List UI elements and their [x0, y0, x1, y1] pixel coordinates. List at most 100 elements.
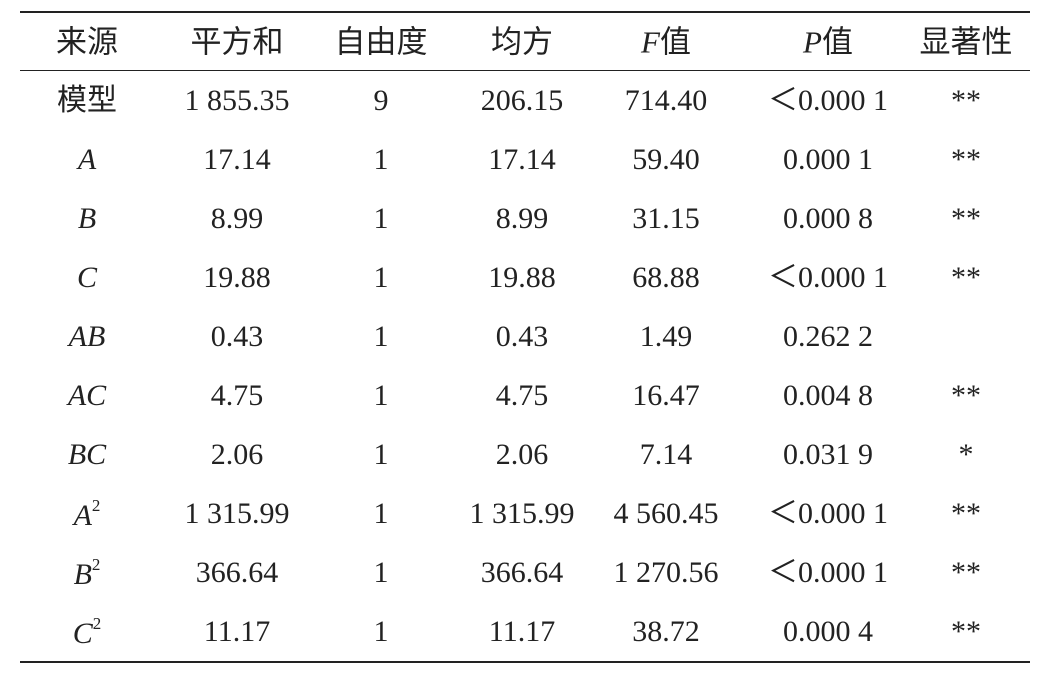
value-cell: 0.000 1 — [783, 142, 873, 176]
value-cell: 4 560.45 — [613, 496, 719, 530]
value-cell: 714.40 — [624, 83, 708, 117]
value-cell: 1 855.35 — [184, 83, 290, 117]
value-cell: 68.88 — [632, 260, 700, 294]
value-cell: 11.17 — [203, 614, 271, 648]
value-cell: 1 315.99 — [469, 496, 575, 530]
top-rule — [20, 11, 1030, 13]
header-text: 均方 — [491, 24, 553, 60]
value-cell: 8.99 — [495, 201, 549, 235]
significance-cell: ** — [951, 614, 981, 648]
value-cell: 1.49 — [639, 319, 693, 353]
header-text: 值 — [659, 24, 691, 60]
value-cell: 1 — [373, 437, 389, 471]
source-text: AB — [68, 319, 106, 353]
value-cell: ＜0.000 1 — [768, 83, 888, 117]
value-cell: 0.000 4 — [783, 614, 873, 648]
header-text: 自由度 — [334, 24, 428, 60]
value-cell: 0.43 — [210, 319, 264, 353]
source-power: 2 — [92, 613, 102, 633]
significance-cell: ** — [951, 555, 981, 589]
value-cell: 17.14 — [203, 142, 271, 176]
value-cell: 0.004 8 — [783, 378, 873, 412]
value-cell: 1 270.56 — [613, 555, 719, 589]
source-text: A — [73, 498, 92, 532]
value-cell: 38.72 — [632, 614, 700, 648]
source-text: BC — [67, 437, 107, 471]
value-cell: 2.06 — [210, 437, 264, 471]
value-cell: 1 — [373, 555, 389, 589]
value-cell: 1 — [373, 319, 389, 353]
value-cell: 8.99 — [210, 201, 264, 235]
significance-cell: * — [958, 437, 974, 471]
value-cell: 9 — [373, 83, 389, 117]
value-cell: 31.15 — [632, 201, 700, 235]
source-cell: C2 — [73, 615, 102, 649]
source-text: A — [77, 142, 97, 176]
source-cell: A2 — [74, 497, 101, 531]
source-text: B — [73, 557, 92, 591]
value-cell: 7.14 — [639, 437, 693, 471]
significance-cell: ** — [951, 201, 981, 235]
value-cell: 17.14 — [488, 142, 556, 176]
value-cell: 1 — [373, 142, 389, 176]
header-text: 显著性 — [919, 24, 1013, 60]
header-cell: 均方 — [491, 27, 553, 58]
value-cell: 1 — [373, 201, 389, 235]
source-text: C — [72, 616, 93, 650]
header-cell: 显著性 — [920, 27, 1013, 58]
value-cell: 0.43 — [495, 319, 549, 353]
header-cell: 平方和 — [191, 27, 284, 58]
source-cell: 模型 — [57, 83, 117, 117]
value-cell: 0.000 8 — [783, 201, 873, 235]
source-cell: BC — [67, 437, 107, 471]
value-cell: 0.031 9 — [783, 437, 873, 471]
source-power: 2 — [91, 554, 101, 574]
value-cell: 19.88 — [203, 260, 271, 294]
source-cell: A — [77, 142, 97, 176]
value-cell: 1 — [373, 496, 389, 530]
value-cell: 1 — [373, 260, 389, 294]
header-rule — [20, 70, 1030, 71]
value-cell: 19.88 — [488, 260, 556, 294]
header-cell: P值 — [803, 27, 853, 58]
value-cell: 4.75 — [210, 378, 264, 412]
header-variable: P — [803, 24, 822, 60]
significance-cell: ** — [951, 496, 981, 530]
value-cell: 1 315.99 — [184, 496, 290, 530]
source-text: C — [76, 260, 98, 294]
significance-cell: ** — [951, 260, 981, 294]
value-cell: ＜0.000 1 — [768, 555, 888, 589]
source-cell: AC — [67, 378, 107, 412]
source-power: 2 — [91, 495, 101, 515]
value-cell: 4.75 — [495, 378, 549, 412]
value-cell: 1 — [373, 614, 389, 648]
significance-cell: ** — [951, 142, 981, 176]
value-cell: ＜0.000 1 — [768, 260, 888, 294]
value-cell: 0.262 2 — [783, 319, 873, 353]
value-cell: ＜0.000 1 — [768, 496, 888, 530]
value-cell: 366.64 — [480, 555, 564, 589]
value-cell: 1 — [373, 378, 389, 412]
header-text: 平方和 — [190, 24, 284, 60]
header-cell: 来源 — [56, 27, 118, 58]
bottom-rule — [20, 661, 1030, 663]
value-cell: 16.47 — [632, 378, 700, 412]
header-text: 来源 — [56, 24, 118, 60]
header-cell: 自由度 — [335, 27, 428, 58]
source-text: AC — [67, 378, 107, 412]
value-cell: 59.40 — [632, 142, 700, 176]
source-cell: B — [78, 203, 96, 234]
value-cell: 366.64 — [195, 555, 279, 589]
header-variable: F — [641, 24, 660, 60]
source-text: 模型 — [57, 83, 117, 117]
header-text: 值 — [821, 24, 853, 60]
significance-cell: ** — [951, 83, 981, 117]
source-cell: AB — [68, 319, 106, 353]
source-cell: C — [76, 260, 98, 294]
source-cell: B2 — [74, 556, 101, 590]
value-cell: 2.06 — [495, 437, 549, 471]
value-cell: 11.17 — [488, 614, 556, 648]
value-cell: 206.15 — [480, 83, 564, 117]
significance-cell: ** — [951, 378, 981, 412]
